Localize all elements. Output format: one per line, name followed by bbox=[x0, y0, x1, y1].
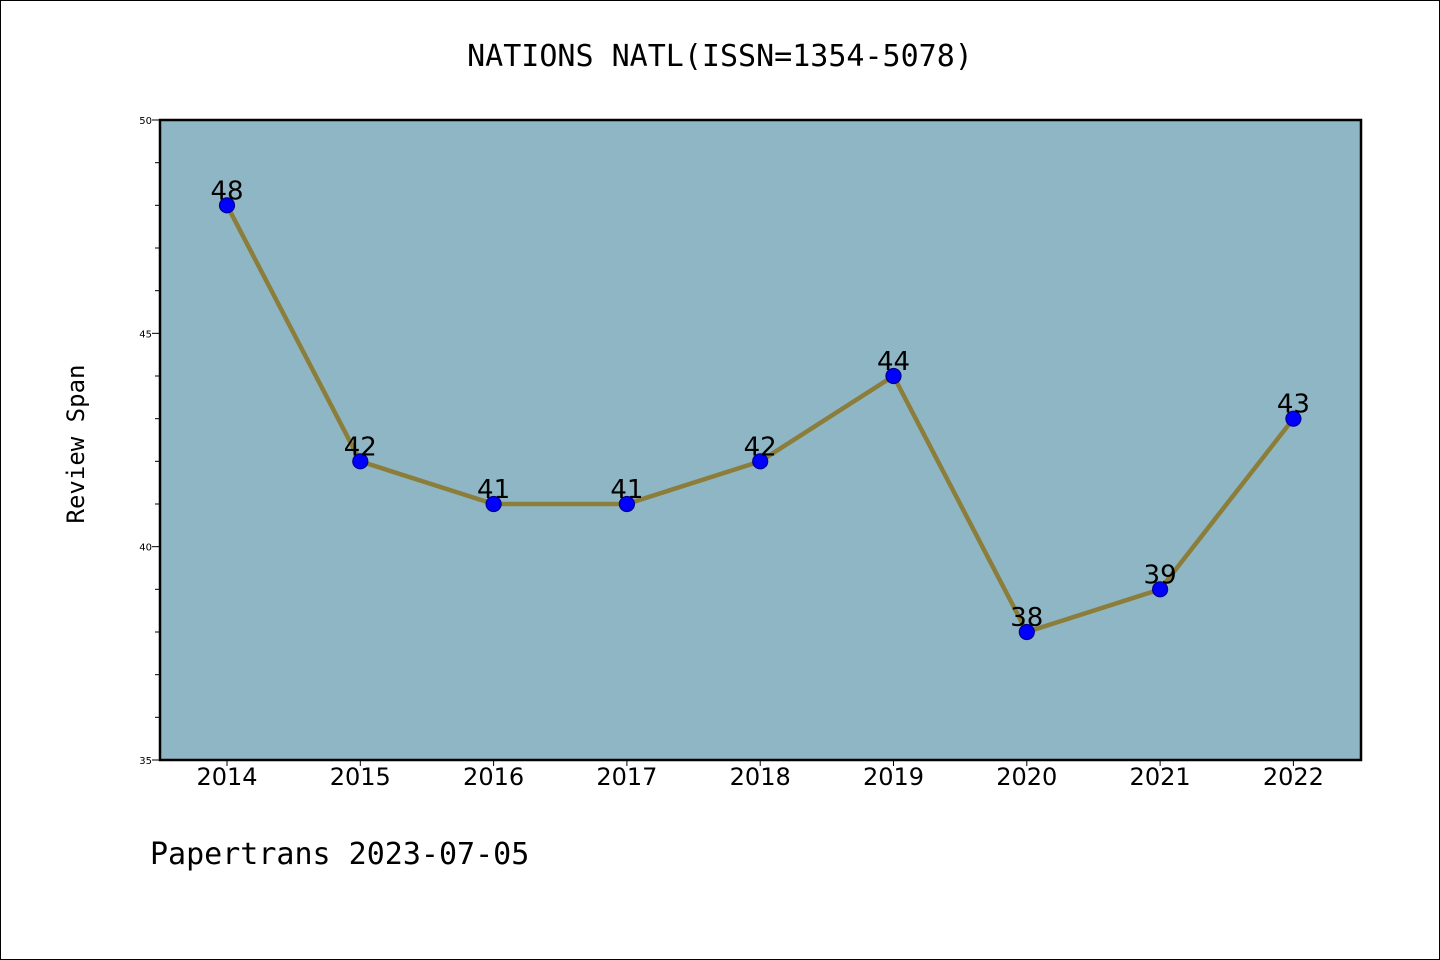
data-label: 43 bbox=[1277, 390, 1310, 420]
data-label: 41 bbox=[610, 475, 643, 505]
chart-title: NATIONS NATL(ISSN=1354-5078) bbox=[467, 39, 973, 74]
data-point bbox=[618, 495, 636, 513]
x-tick-label: 2021 bbox=[1130, 763, 1191, 791]
x-tick-label: 2015 bbox=[330, 763, 391, 791]
data-label: 48 bbox=[210, 176, 243, 206]
x-tick-label: 2018 bbox=[730, 763, 791, 791]
data-point bbox=[885, 367, 902, 385]
x-tick-label: 2017 bbox=[596, 763, 657, 791]
data-label: 42 bbox=[744, 432, 777, 462]
x-tick-label: 2019 bbox=[863, 763, 924, 791]
y-tick-label: 50 bbox=[139, 116, 152, 127]
x-tick-label: 2022 bbox=[1263, 763, 1324, 791]
data-point bbox=[752, 453, 769, 470]
x-tick-label: 2014 bbox=[196, 763, 257, 791]
data-point bbox=[1018, 623, 1035, 641]
data-label: 42 bbox=[344, 432, 377, 462]
data-point bbox=[1151, 581, 1169, 598]
data-point bbox=[218, 197, 236, 214]
data-label: 44 bbox=[877, 347, 910, 377]
x-tick-label: 2020 bbox=[996, 763, 1057, 791]
y-tick-label: 40 bbox=[139, 543, 152, 554]
y-axis: 35 40 45 50 bbox=[139, 116, 160, 767]
data-point bbox=[1285, 410, 1302, 427]
plot-area bbox=[158, 118, 1363, 762]
data-point bbox=[485, 495, 502, 513]
y-tick-label: 45 bbox=[139, 329, 152, 340]
x-tick-label: 2016 bbox=[463, 763, 524, 791]
series-layer bbox=[218, 197, 1302, 641]
data-point bbox=[352, 453, 369, 470]
data-label: 41 bbox=[477, 475, 510, 505]
data-labels: 48 42 41 41 42 44 38 39 43 bbox=[210, 176, 1309, 633]
data-label: 38 bbox=[1010, 603, 1043, 633]
footer-date-stamp: Papertrans 2023-07-05 bbox=[150, 837, 529, 872]
data-label: 39 bbox=[1144, 560, 1177, 590]
y-tick-label: 35 bbox=[139, 756, 152, 767]
y-axis-label: Review Span bbox=[62, 365, 90, 524]
x-axis: 2014 2015 2016 2017 2018 2019 2020 2021 2022 bbox=[196, 760, 1324, 791]
